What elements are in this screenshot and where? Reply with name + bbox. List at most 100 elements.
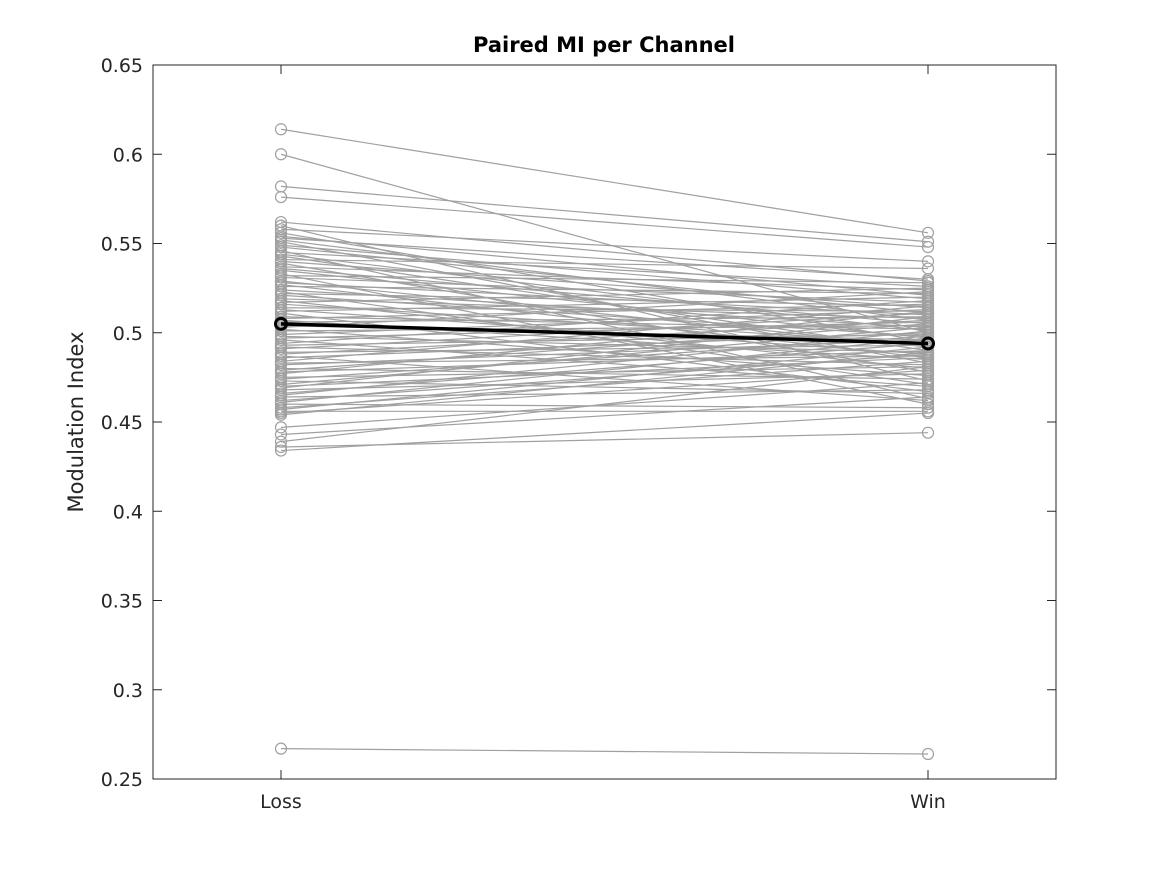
y-tick-label: 0.35 [101,591,143,613]
pair-point-win [921,290,935,304]
chart-title: Paired MI per Channel [473,33,735,57]
pair-line [280,396,929,436]
pair-line [280,353,929,402]
pair-point-loss [274,440,288,454]
pair-line [280,228,929,262]
pair-line [280,258,929,270]
y-tick-label: 0.3 [113,680,143,702]
pair-line [280,326,929,386]
pair-line [280,232,929,343]
pair-point-loss [274,435,288,448]
pair-line [280,310,929,375]
mean-point-loss [274,316,288,331]
pair-point-win [921,285,935,298]
pair-line [280,237,929,280]
pair-line [280,285,929,295]
pair-point-loss [274,123,288,136]
pair-point-win [921,367,935,380]
pair-line [280,346,929,411]
pair-line [280,292,929,307]
pair-line [280,153,929,334]
pairs-layer [274,123,935,761]
pair-point-win [921,282,935,295]
pair-line [280,337,929,403]
pair-line [280,335,929,380]
pair-line [280,303,929,320]
pair-point-win [921,390,935,404]
pair-line [280,250,929,400]
pair-line [280,275,929,284]
pair-line [280,287,929,304]
pair-line [280,351,929,416]
y-tick-label: 0.5 [113,323,143,345]
pair-point-loss [274,421,288,434]
pair-line [280,412,929,452]
pair-line [280,312,929,350]
pair-line [280,321,929,339]
pair-point-loss [274,333,288,346]
pair-line [280,291,929,328]
pair-point-loss [274,742,288,755]
pair-point-win [921,360,935,373]
pair-line [280,360,929,409]
pair-point-win [921,376,935,389]
pair-line [280,255,929,352]
pair-line [280,185,929,243]
pair-point-win [921,406,935,420]
pair-point-win [921,364,935,377]
pair-line [280,369,929,414]
axes-layer: 0.25 0.3 0.35 0.4 0.45 0.5 0.55 0.6 0.65 Loss Win [101,55,1057,813]
pair-line [280,251,929,287]
pair-line [280,350,929,373]
pair-point-win [921,235,935,248]
pair-point-loss [274,428,288,441]
pair-line [280,748,929,755]
pair-point-win [921,255,935,268]
pair-point-win [921,226,935,239]
pair-line [280,196,929,248]
y-tick-label: 0.4 [113,501,143,523]
pair-line [280,344,929,353]
pair-point-win [921,747,935,761]
mean-line [280,322,929,346]
pair-point-win [921,240,935,254]
pair-line [280,128,929,234]
pair-line [280,335,929,353]
y-tick-label: 0.55 [101,234,143,256]
mean-layer [274,316,935,351]
y-tick-label: 0.45 [101,412,143,434]
y-tick-label: 0.65 [101,55,143,77]
pair-point-win [921,310,935,323]
pair-point-win [921,262,935,275]
x-tick-label-loss: Loss [260,791,302,813]
pair-point-loss [274,444,288,457]
y-axis-label: Modulation Index [64,331,88,512]
pair-point-win [921,346,935,359]
pair-point-loss [274,358,288,371]
pair-line [280,296,929,312]
mean-point-win [921,336,935,351]
pair-point-loss [274,408,288,421]
pair-line [280,373,929,391]
pair-point-win [921,317,935,330]
pair-line [280,389,929,398]
pair-line [280,266,929,291]
pair-point-loss [274,342,288,355]
pair-line [280,366,929,443]
y-tick-label: 0.6 [113,144,143,166]
pair-line [280,323,929,371]
pair-point-loss [274,374,288,388]
y-tick-label: 0.25 [101,769,143,791]
pair-line [280,382,929,428]
pair-line [280,221,929,282]
pair-point-win [921,332,935,345]
x-tick-label-win: Win [910,791,946,813]
pair-line [280,300,929,345]
pair-point-loss [274,190,288,204]
pair-line [280,316,929,389]
pair-point-win [921,383,935,396]
pair-point-loss [274,148,288,161]
